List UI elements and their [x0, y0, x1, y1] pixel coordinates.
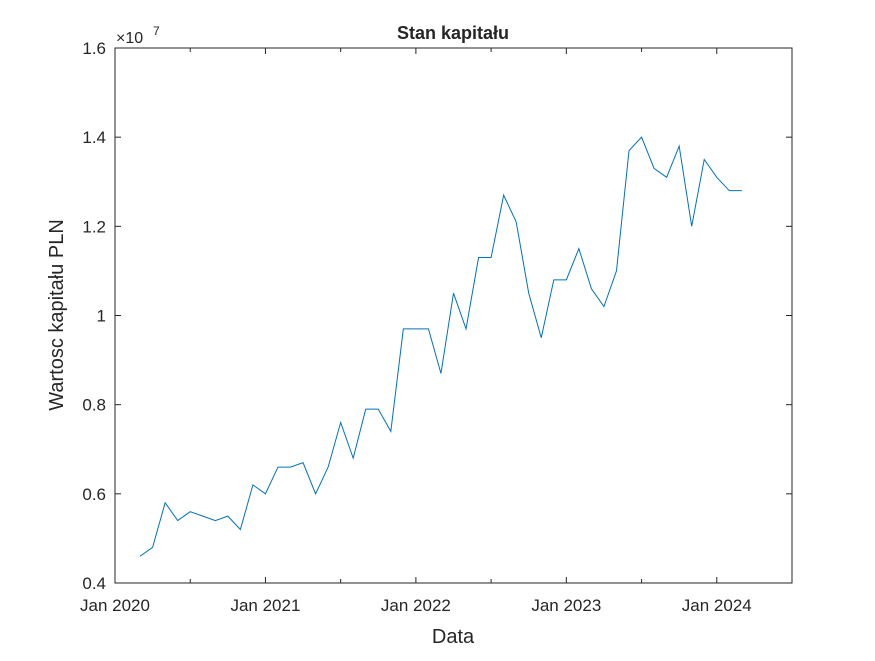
- x-tick-label: Jan 2020: [80, 596, 150, 615]
- chart-title: Stan kapitału: [397, 23, 509, 43]
- x-tick-label: Jan 2024: [682, 596, 752, 615]
- y-tick-label: 1: [97, 307, 106, 326]
- y-tick-label: 0.8: [82, 396, 106, 415]
- y-exponent: 7: [153, 24, 160, 38]
- x-tick-label: Jan 2021: [230, 596, 300, 615]
- x-tick-label: Jan 2023: [531, 596, 601, 615]
- y-tick-label: 1.4: [82, 128, 106, 147]
- plot-area: [114, 47, 793, 584]
- y-tick-label: 1.2: [82, 217, 106, 236]
- y-tick-label: 0.4: [82, 574, 106, 593]
- data-line: [139, 136, 742, 557]
- x-axis-label: Data: [432, 626, 475, 648]
- y-multiplier: ×10: [116, 30, 143, 47]
- y-tick-label: 0.6: [82, 485, 106, 504]
- y-axis-label: Wartosc kapitału PLN: [46, 219, 68, 411]
- x-tick-label: Jan 2022: [381, 596, 451, 615]
- y-tick-label: 1.6: [82, 39, 106, 58]
